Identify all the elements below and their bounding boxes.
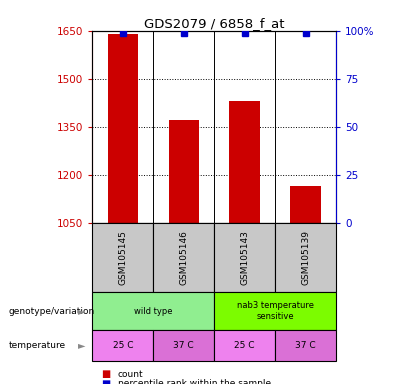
Text: GSM105145: GSM105145 <box>118 230 127 285</box>
Bar <box>229 101 260 223</box>
Text: ►: ► <box>78 341 86 351</box>
Bar <box>168 120 199 223</box>
Text: GSM105139: GSM105139 <box>301 230 310 285</box>
Text: temperature: temperature <box>8 341 66 350</box>
Text: nab3 temperature
sensitive: nab3 temperature sensitive <box>236 301 314 321</box>
Text: 37 C: 37 C <box>173 341 194 350</box>
Title: GDS2079 / 6858_f_at: GDS2079 / 6858_f_at <box>144 17 284 30</box>
Text: 25 C: 25 C <box>113 341 133 350</box>
Text: genotype/variation: genotype/variation <box>8 306 95 316</box>
Text: 37 C: 37 C <box>295 341 316 350</box>
Text: wild type: wild type <box>134 306 173 316</box>
Text: ■: ■ <box>101 379 110 384</box>
Text: ►: ► <box>78 306 86 316</box>
Text: ■: ■ <box>101 369 110 379</box>
Text: GSM105146: GSM105146 <box>179 230 188 285</box>
Bar <box>108 34 138 223</box>
Bar <box>290 186 321 223</box>
Text: count: count <box>118 370 143 379</box>
Text: percentile rank within the sample: percentile rank within the sample <box>118 379 271 384</box>
Text: GSM105143: GSM105143 <box>240 230 249 285</box>
Text: 25 C: 25 C <box>234 341 255 350</box>
